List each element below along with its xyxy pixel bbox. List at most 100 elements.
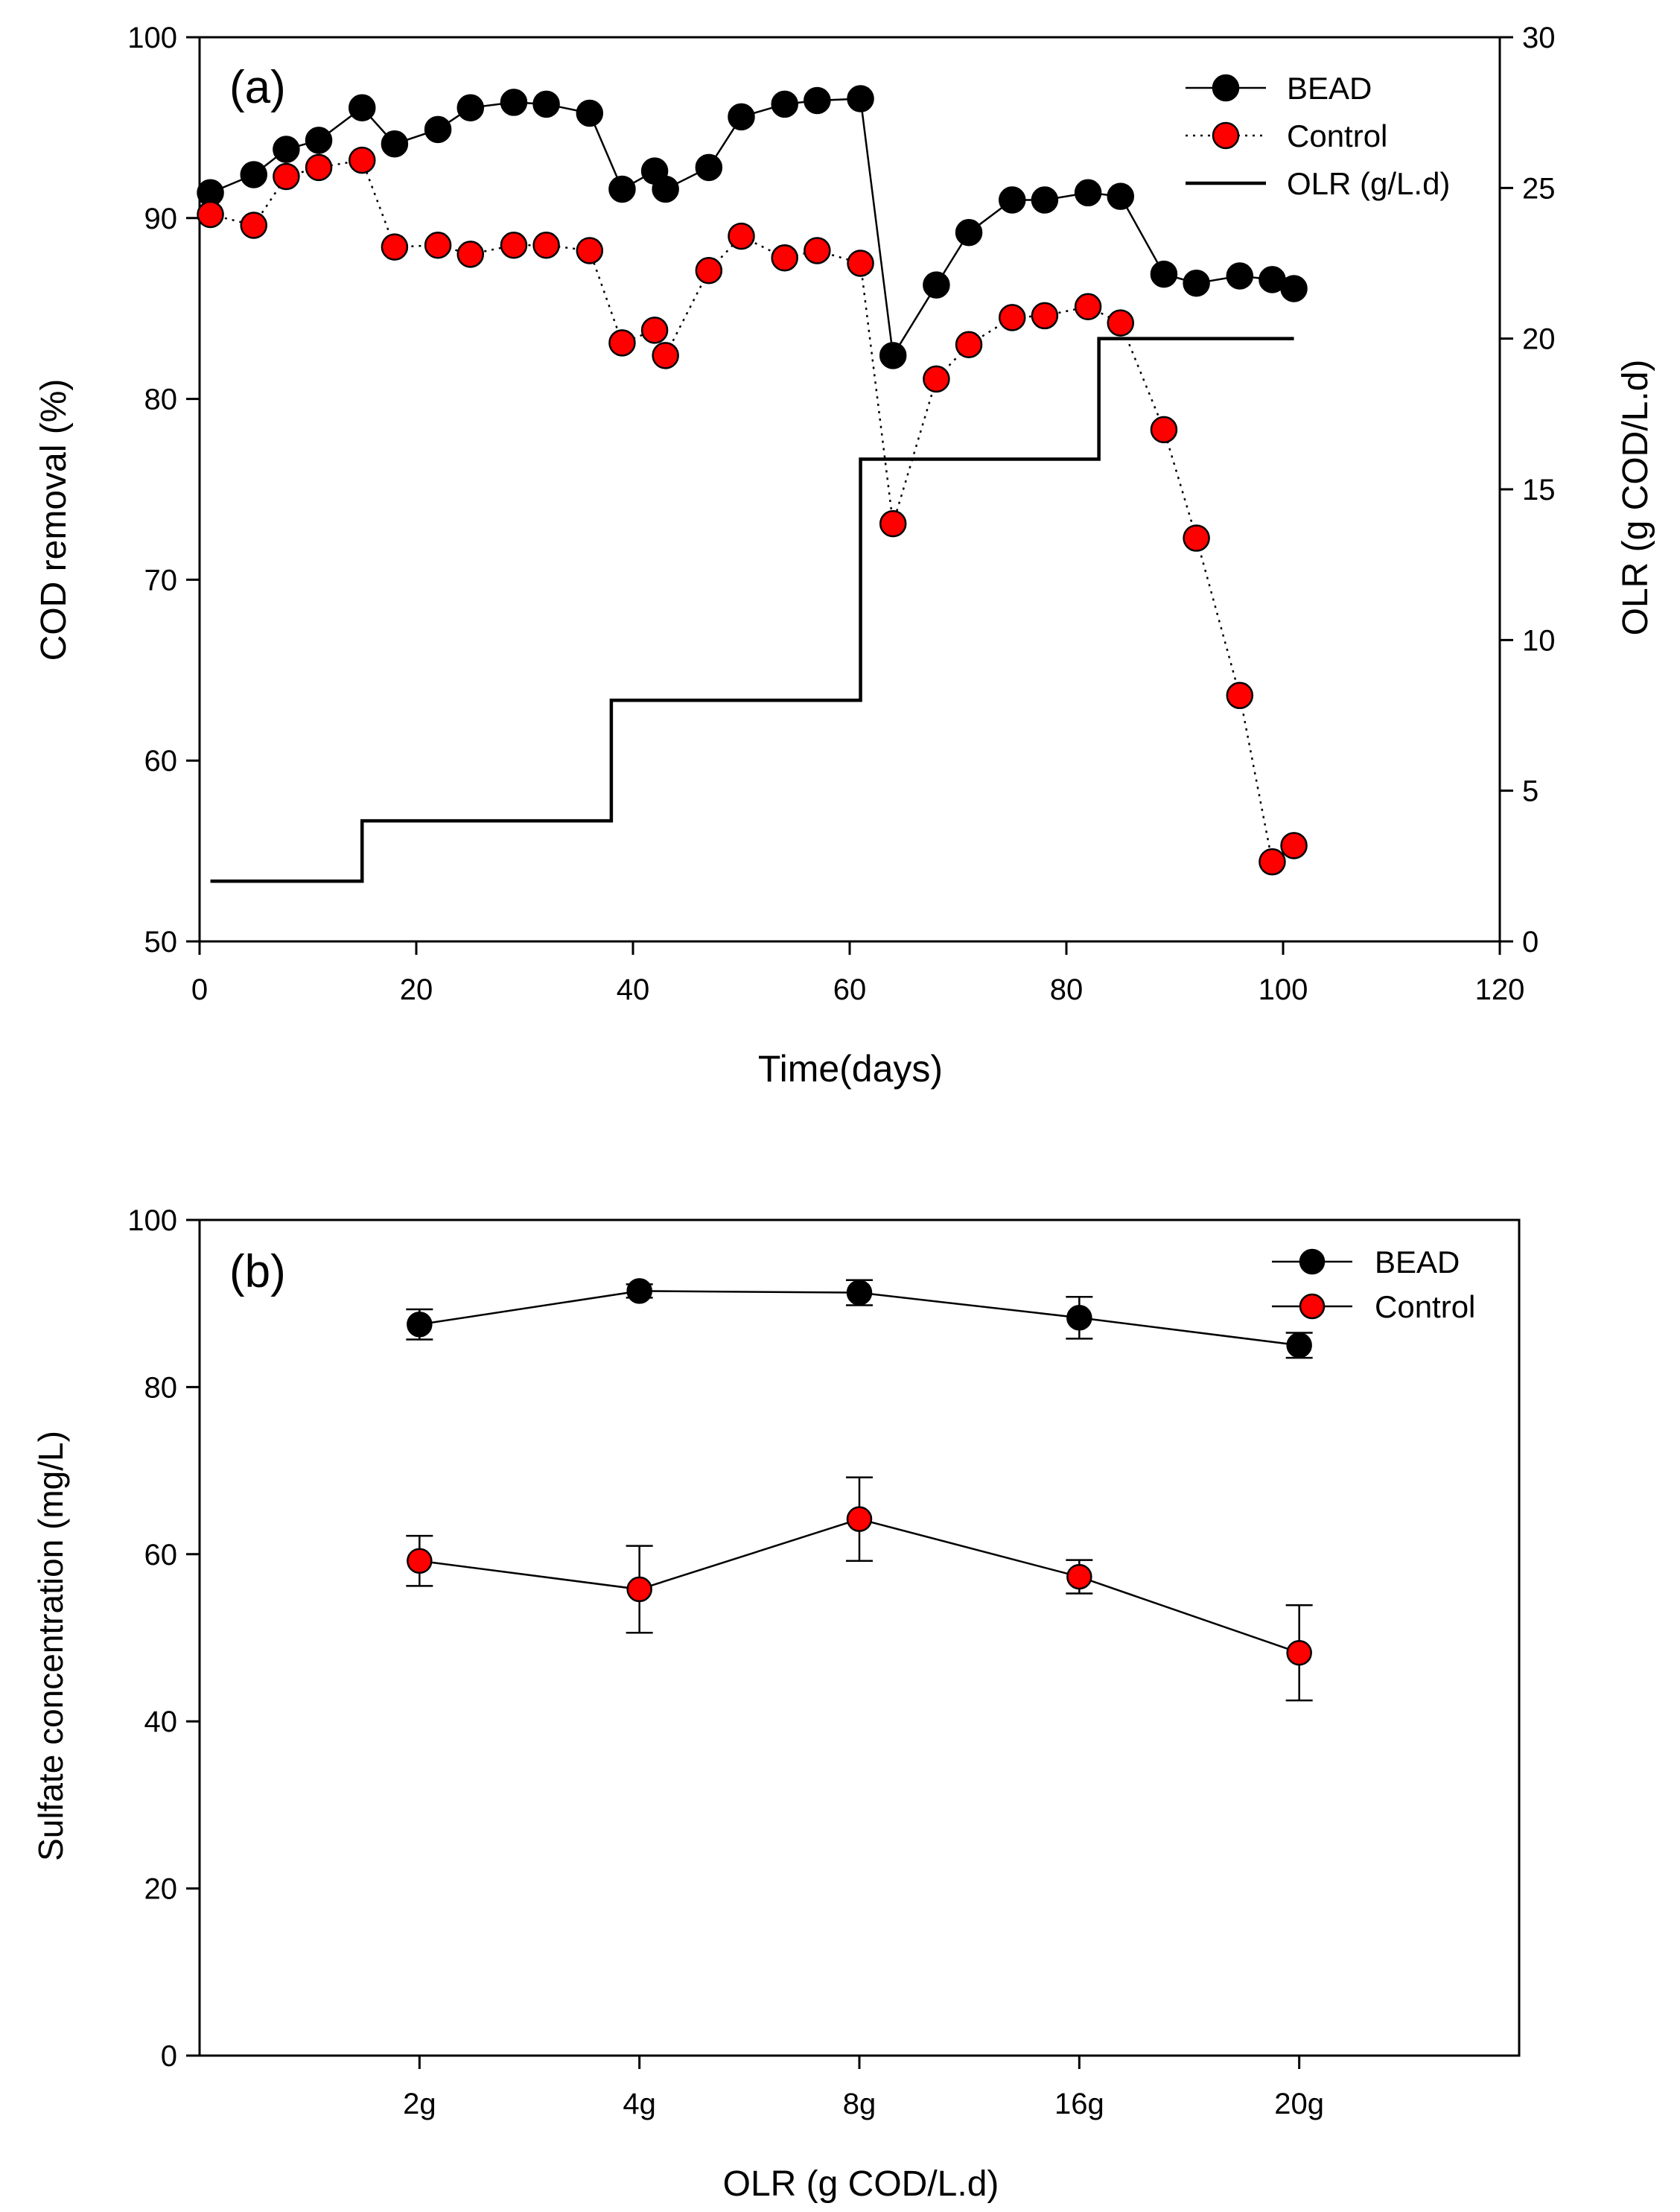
data-point-control — [1031, 302, 1059, 330]
data-point-control — [349, 146, 376, 174]
panel-a-y-tick-label: 50 — [144, 926, 178, 959]
data-point-control — [1183, 524, 1210, 552]
panel-a-x-axis-label: Time(days) — [758, 1048, 943, 1090]
data-point-control — [640, 317, 669, 344]
legend-label-olr-g-l-d: OLR (g/L.d) — [1287, 166, 1450, 201]
data-point-bead — [923, 271, 950, 299]
data-point-bead — [695, 153, 723, 182]
legend-marker-control — [1212, 121, 1240, 150]
data-point-control — [804, 237, 831, 264]
data-point-control — [305, 153, 333, 182]
panel-a-x-tick-label: 20 — [400, 973, 433, 1006]
data-point-control — [728, 222, 755, 250]
data-point-control — [608, 329, 636, 357]
panel-a-y2-tick-label: 25 — [1522, 172, 1556, 205]
data-point-bead — [424, 115, 452, 144]
data-point-control — [1280, 832, 1308, 859]
data-point-control — [240, 212, 267, 239]
panel-a-x-tick-label: 120 — [1475, 973, 1525, 1006]
data-point-bead — [608, 175, 636, 203]
data-point-control — [500, 231, 528, 259]
data-point-bead — [1066, 1305, 1092, 1331]
data-point-bead — [240, 161, 267, 188]
series-line-olr-g-l-d — [210, 337, 1294, 883]
data-point-control — [923, 365, 950, 393]
panel-b-x-tick-label: 20g — [1274, 2088, 1324, 2120]
data-point-control — [532, 231, 560, 259]
data-point-control — [1259, 848, 1286, 876]
panel-a-y2-tick-label: 10 — [1522, 624, 1556, 657]
panel-b-x-tick-label: 16g — [1054, 2088, 1104, 2120]
panel-a-x-tick-label: 0 — [191, 973, 208, 1006]
data-point-control — [626, 1576, 652, 1603]
data-point-bead — [1074, 179, 1102, 207]
data-point-bead — [999, 186, 1026, 214]
panel-b-legend: BEAD Control — [1272, 1245, 1475, 1324]
panel-b-y-tick-label: 80 — [144, 1371, 178, 1404]
data-point-bead — [1183, 269, 1210, 297]
data-point-control — [424, 231, 452, 259]
data-point-bead — [407, 1312, 433, 1338]
panel-a-x-tick-label: 100 — [1259, 973, 1308, 1006]
panel-a-y-tick-label: 100 — [127, 22, 177, 54]
panel-a-y-tick-label: 90 — [144, 203, 178, 235]
data-point-bead — [381, 130, 409, 158]
legend-marker-bead — [1299, 1248, 1326, 1275]
panel-a-x-tick-label: 80 — [1050, 973, 1084, 1006]
data-point-bead — [349, 94, 376, 121]
data-point-control — [955, 331, 983, 359]
data-point-control — [273, 162, 300, 191]
data-point-control — [652, 342, 679, 369]
data-point-control — [879, 509, 907, 538]
data-point-bead — [305, 127, 333, 154]
data-point-control — [1150, 416, 1178, 444]
data-point-bead — [576, 99, 604, 127]
panel-a-legend: BEAD Control OLR (g/L.d) — [1186, 71, 1450, 201]
data-point-bead — [456, 94, 484, 121]
legend-label-bead: BEAD — [1287, 71, 1372, 106]
data-point-control — [847, 250, 874, 277]
panel-b-y-tick-label: 20 — [144, 1873, 178, 1906]
data-point-bead — [804, 86, 831, 115]
data-point-bead — [728, 103, 755, 131]
data-point-control — [1226, 681, 1254, 710]
panel-b-chart: 2g 4g 8g 16g 20g 0 20 40 60 80 100 (b) OLR (g COD/… — [31, 1204, 1521, 2204]
legend-label-control: Control — [1375, 1289, 1475, 1324]
data-point-bead — [1226, 262, 1254, 290]
legend-label-control: Control — [1287, 118, 1387, 153]
data-point-bead — [500, 89, 528, 116]
data-point-bead — [652, 175, 679, 203]
panel-b-plot-frame — [198, 1218, 1521, 2057]
panel-a-y-axis-label: COD removal (%) — [34, 379, 74, 661]
panel-b-x-tick-label: 4g — [623, 2088, 656, 2120]
panel-a-y-tick-label: 70 — [144, 564, 178, 597]
data-point-bead — [1150, 260, 1178, 288]
panel-b-y-tick-label: 0 — [161, 2040, 177, 2073]
data-point-control — [695, 256, 723, 285]
panel-b-label: (b) — [229, 1246, 286, 1297]
panel-a-y-tick-label: 60 — [144, 745, 178, 778]
data-point-control — [999, 304, 1026, 331]
data-point-control — [381, 233, 409, 261]
data-point-bead — [626, 1278, 652, 1304]
panel-b-x-tick-label: 2g — [403, 2088, 436, 2120]
data-point-bead — [846, 1280, 873, 1306]
data-point-control — [1107, 309, 1134, 337]
data-point-bead — [879, 342, 907, 369]
data-point-control — [407, 1548, 433, 1574]
data-point-bead — [1286, 1332, 1312, 1358]
data-point-control — [1074, 293, 1102, 321]
data-point-control — [197, 200, 224, 229]
legend-marker-bead — [1212, 74, 1240, 102]
panel-a-y-tick-label: 80 — [144, 384, 178, 416]
data-point-control — [771, 244, 798, 272]
panel-a-y2-tick-label: 20 — [1522, 323, 1556, 356]
data-point-control — [1286, 1639, 1312, 1666]
data-point-bead — [1031, 186, 1059, 214]
panel-a-y2-tick-label: 0 — [1522, 926, 1539, 959]
data-point-bead — [1280, 275, 1308, 302]
panel-a-chart: 0 20 40 60 80 100 120 50 60 70 80 90 100 0 5 10 15 20 25 30… — [34, 22, 1655, 1090]
data-point-control — [846, 1506, 873, 1532]
panel-b-y-tick-label: 60 — [144, 1539, 178, 1571]
